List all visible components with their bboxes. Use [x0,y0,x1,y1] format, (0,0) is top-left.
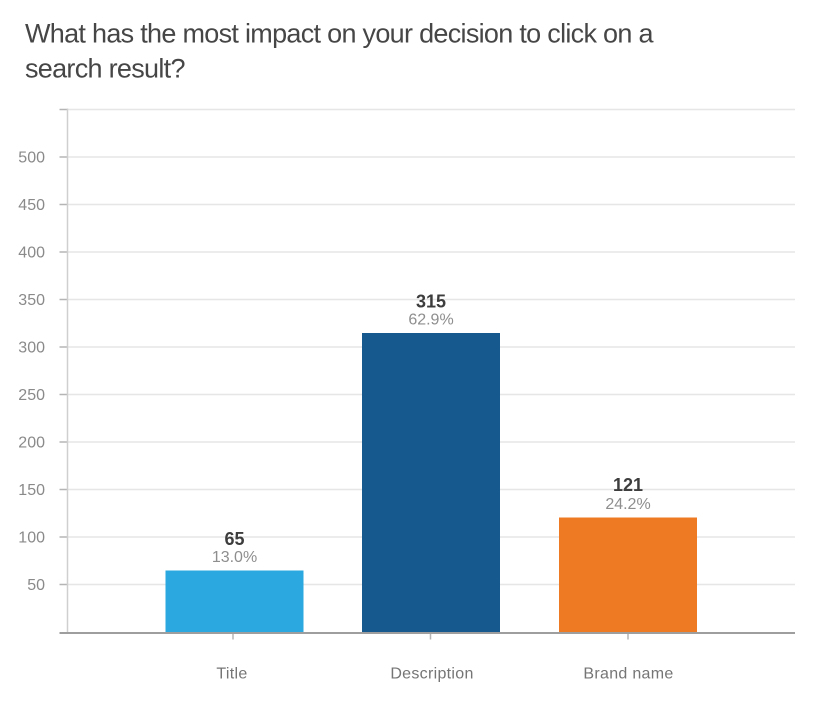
svg-text:65: 65 [224,529,244,549]
svg-text:100: 100 [18,530,45,547]
svg-text:500: 500 [18,150,45,167]
svg-text:400: 400 [18,245,45,262]
svg-text:24.2%: 24.2% [605,496,650,513]
svg-text:300: 300 [18,340,45,357]
svg-text:200: 200 [18,435,45,452]
svg-text:Title: Title [216,666,247,683]
svg-text:121: 121 [613,475,643,495]
svg-text:What has the most impact on yo: What has the most impact on your decisio… [25,19,654,49]
svg-text:50: 50 [27,577,45,594]
svg-text:450: 450 [18,197,45,214]
svg-text:250: 250 [18,387,45,404]
svg-text:315: 315 [416,292,446,312]
svg-text:Brand name: Brand name [583,666,673,683]
svg-text:13.0%: 13.0% [212,549,257,566]
svg-text:150: 150 [18,482,45,499]
svg-text:62.9%: 62.9% [408,312,453,329]
svg-text:search result?: search result? [25,54,185,84]
svg-text:350: 350 [18,292,45,309]
svg-text:Description: Description [390,666,473,683]
